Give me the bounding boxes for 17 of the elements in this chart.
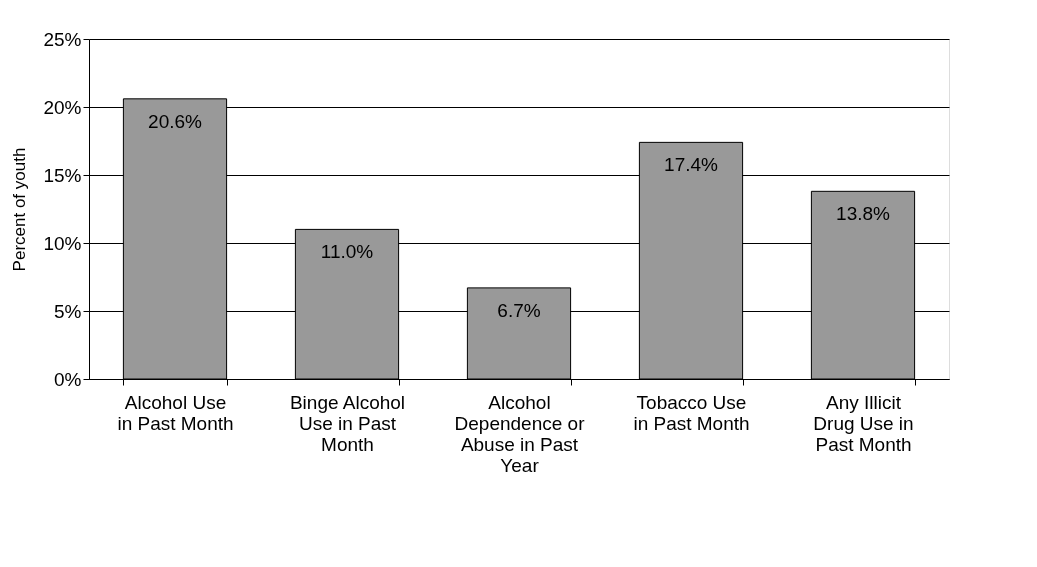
x-tick-label: Tobacco Use in Past Month: [633, 391, 750, 434]
data-label: 6.7%: [497, 299, 541, 321]
data-label: 17.4%: [664, 154, 719, 176]
y-tick-label: 25%: [43, 28, 82, 50]
y-tick-label: 0%: [54, 368, 82, 390]
y-tick-label: 5%: [54, 300, 82, 322]
x-tick-label: Alcohol Dependence or Abuse in Past Year: [454, 391, 586, 476]
x-tick-label: Any Illicit Drug Use in Past Month: [813, 391, 914, 455]
x-tick-label: Alcohol Use in Past Month: [117, 391, 234, 434]
x-tick-label: Binge Alcohol Use in Past Month: [289, 391, 406, 455]
y-tick-label: 20%: [43, 96, 82, 118]
y-tick-label: 15%: [43, 164, 82, 186]
y-axis-title: Percent of youth: [10, 147, 30, 272]
data-label: 20.6%: [148, 110, 203, 132]
data-label: 11.0%: [320, 241, 374, 263]
y-tick-label: 10%: [43, 232, 82, 254]
data-label: 13.8%: [836, 203, 891, 225]
